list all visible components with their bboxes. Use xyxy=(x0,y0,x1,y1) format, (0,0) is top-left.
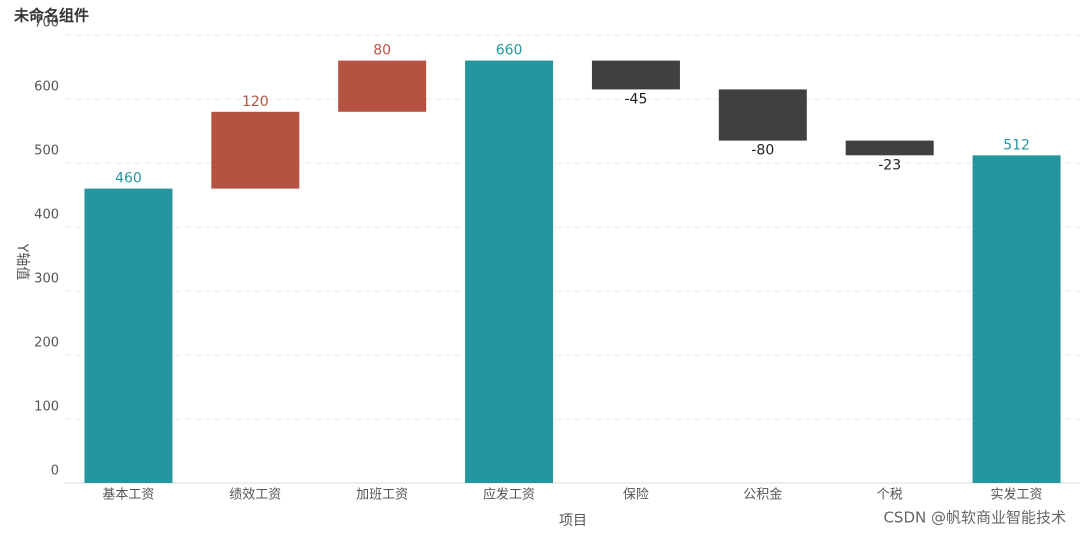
x-axis-label: 项目 xyxy=(559,513,587,529)
x-tick-label: 保险 xyxy=(623,488,649,503)
bar xyxy=(718,89,807,141)
data-label: 660 xyxy=(496,43,523,59)
y-tick-label: 600 xyxy=(34,80,59,95)
chart-title: 未命名组件 xyxy=(13,7,89,25)
y-tick-label: 0 xyxy=(51,464,59,479)
y-tick-label: 300 xyxy=(34,272,59,287)
bar xyxy=(845,140,934,156)
data-label: -80 xyxy=(751,143,774,159)
data-label: 80 xyxy=(373,43,391,59)
data-label: 512 xyxy=(1003,137,1030,153)
bar xyxy=(465,60,554,483)
y-tick-label: 400 xyxy=(34,208,59,223)
y-tick-label: 700 xyxy=(34,16,59,31)
watermark: CSDN @帆软商业智能技术 xyxy=(883,509,1066,527)
bar xyxy=(211,111,300,189)
x-tick-label: 加班工资 xyxy=(356,488,408,503)
data-label: 120 xyxy=(242,94,269,110)
x-tick-label: 应发工资 xyxy=(483,487,535,503)
y-axis-label: Y轴值 xyxy=(14,243,30,281)
bar xyxy=(338,60,427,112)
y-tick-label: 100 xyxy=(34,400,59,415)
y-tick-label: 200 xyxy=(34,336,59,351)
x-tick-label: 个税 xyxy=(877,488,903,503)
x-tick-label: 基本工资 xyxy=(102,488,154,503)
data-label: 460 xyxy=(115,171,142,187)
x-tick-label: 实发工资 xyxy=(991,487,1043,503)
x-tick-label: 绩效工资 xyxy=(229,488,281,503)
bar xyxy=(84,188,173,483)
data-label: -23 xyxy=(878,157,901,173)
bar xyxy=(972,155,1061,483)
bar xyxy=(591,60,680,90)
data-label: -45 xyxy=(625,91,648,107)
y-tick-label: 500 xyxy=(34,144,59,159)
x-tick-label: 公积金 xyxy=(743,487,782,503)
